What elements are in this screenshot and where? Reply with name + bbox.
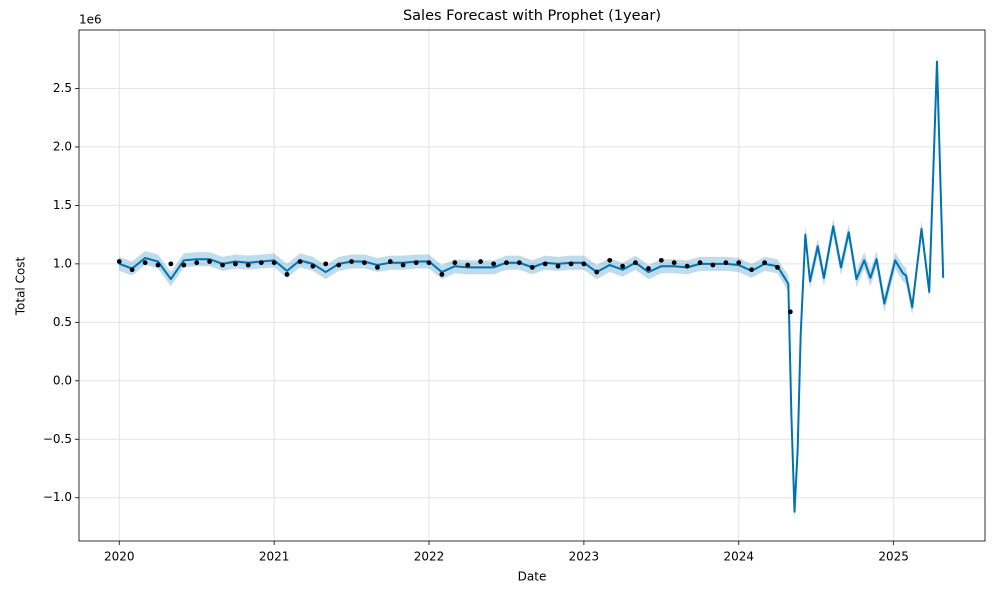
observed-point <box>181 262 187 268</box>
plot-frame <box>78 29 986 542</box>
y-tick-label: 1.0 <box>53 256 72 270</box>
y-tick-label: 2.0 <box>53 139 72 153</box>
observed-point <box>129 267 135 273</box>
observed-point <box>749 267 755 273</box>
observed-point <box>710 262 716 268</box>
observed-point <box>478 259 483 264</box>
observed-point <box>684 263 690 269</box>
observed-point <box>336 262 342 268</box>
observed-point <box>555 263 561 269</box>
observed-point <box>245 262 251 268</box>
y-tick-label: −1.0 <box>43 490 72 504</box>
observed-point <box>775 264 780 270</box>
observed-point <box>491 261 496 267</box>
observed-point <box>439 271 445 277</box>
y-tick-label: 2.5 <box>53 81 72 95</box>
observed-point <box>426 260 432 266</box>
observed-point <box>736 260 742 266</box>
observed-point <box>349 259 354 264</box>
observed-point <box>387 259 393 264</box>
forecast-line <box>118 60 945 513</box>
observed-point <box>762 260 768 266</box>
observed-point <box>220 262 225 268</box>
observed-point <box>207 259 212 264</box>
observed-point <box>413 260 419 266</box>
observed-point <box>787 309 793 315</box>
y-tick-label: −0.5 <box>43 432 72 446</box>
observed-point <box>168 261 174 267</box>
observed-point <box>658 257 664 263</box>
observed-point <box>542 261 548 267</box>
observed-point <box>362 260 367 266</box>
x-tick-label: 2023 <box>569 550 600 564</box>
y-axis-label: Total Cost <box>14 256 28 316</box>
observed-point <box>233 261 238 267</box>
observed-point <box>620 263 625 269</box>
observed-point <box>323 261 329 267</box>
observed-point <box>633 260 638 266</box>
observed-point <box>258 260 264 266</box>
observed-point <box>671 260 677 266</box>
observed-point <box>516 260 522 266</box>
y-tick-label: 0.0 <box>53 373 72 387</box>
observed-point <box>400 262 406 268</box>
x-tick-label: 2022 <box>414 550 445 564</box>
observed-point <box>297 259 303 264</box>
observed-point <box>568 261 574 267</box>
observed-point <box>284 271 290 277</box>
observed-point <box>310 263 316 269</box>
y-tick-label: 0.5 <box>53 315 72 329</box>
observed-point <box>155 262 161 268</box>
observed-point <box>271 260 277 266</box>
x-tick-label: 2021 <box>259 550 290 564</box>
observed-point <box>581 261 587 267</box>
observed-point <box>697 260 703 266</box>
uncertainty-band <box>119 53 944 520</box>
observed-point <box>723 260 729 266</box>
observed-point <box>646 266 651 271</box>
observed-point <box>594 269 600 275</box>
observed-point <box>607 257 613 263</box>
observed-point <box>529 264 535 270</box>
x-axis-label: Date <box>518 570 547 584</box>
x-tick-label: 2020 <box>104 550 135 564</box>
observed-point <box>504 260 509 266</box>
observed-point <box>375 264 380 270</box>
y-offset-label: 1e6 <box>79 13 102 27</box>
y-tick-label: 1.5 <box>53 198 72 212</box>
x-tick-label: 2024 <box>723 550 754 564</box>
observed-point <box>194 260 200 266</box>
observed-point <box>465 262 471 268</box>
observed-point <box>116 259 122 264</box>
observed-point <box>142 260 148 266</box>
chart-title: Sales Forecast with Prophet (1year) <box>403 8 661 24</box>
observed-point <box>452 260 458 266</box>
x-tick-label: 2025 <box>878 550 909 564</box>
